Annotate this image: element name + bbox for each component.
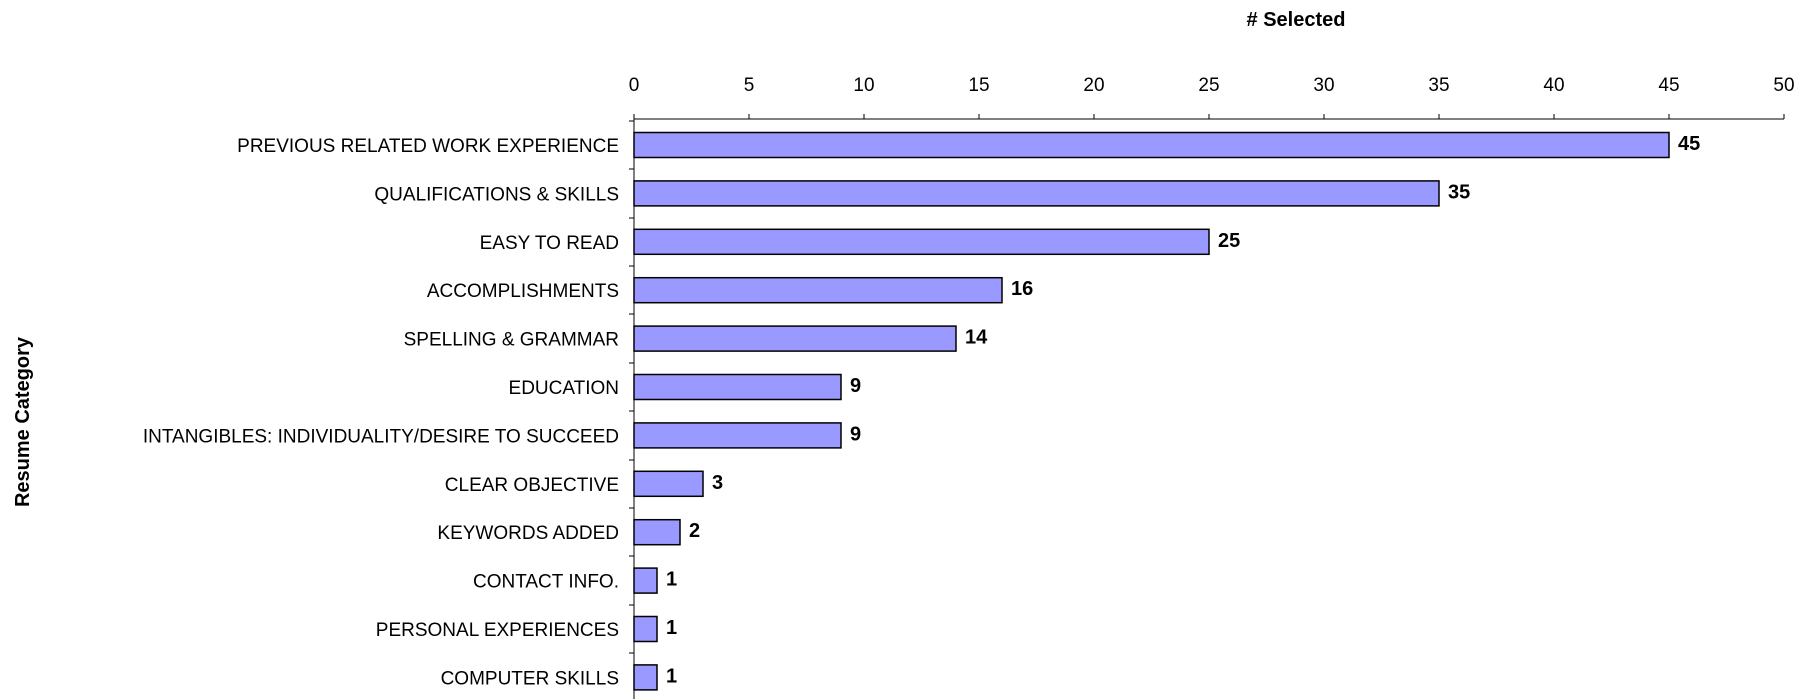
x-tick-label: 0 (629, 75, 640, 96)
category-label: EDUCATION (509, 378, 619, 399)
plot-area: 0 5 10 15 20 25 30 35 40 45 50 PREVIOUS RELATED WOR… (143, 75, 1795, 699)
category-label: KEYWORDS ADDED (437, 523, 619, 544)
category-label: INTANGIBLES: INDIVIDUALITY/DESIRE TO SUC… (143, 426, 619, 447)
category-label: ACCOMPLISHMENTS (427, 281, 619, 302)
x-tick-label: 5 (744, 75, 755, 96)
data-label: 16 (1011, 278, 1033, 300)
category-label: EASY TO READ (480, 233, 619, 254)
data-label: 1 (666, 665, 677, 687)
bar (633, 470, 704, 498)
bar (633, 664, 658, 691)
data-label: 14 (965, 327, 988, 349)
data-label: 35 (1448, 181, 1470, 203)
bar (633, 422, 842, 449)
category-label: CLEAR OBJECTIVE (445, 475, 619, 496)
bar (633, 615, 658, 643)
data-label: 9 (850, 375, 861, 397)
data-label: 1 (666, 617, 677, 639)
bar (633, 373, 842, 401)
data-label: 1 (666, 569, 677, 591)
category-label: PREVIOUS RELATED WORK EXPERIENCE (237, 136, 619, 157)
x-tick-label: 35 (1428, 75, 1449, 96)
bar (633, 276, 1003, 304)
bar (633, 180, 1440, 207)
category-label: COMPUTER SKILLS (441, 668, 619, 689)
data-label: 25 (1218, 230, 1240, 252)
bar (633, 567, 658, 594)
y-axis-title: Resume Category (12, 336, 34, 507)
category-label: PERSONAL EXPERIENCES (376, 620, 619, 641)
x-tick-label: 20 (1083, 75, 1104, 96)
category-label: QUALIFICATIONS & SKILLS (374, 184, 619, 205)
x-tick-label: 45 (1658, 75, 1679, 96)
x-tick-label: 40 (1543, 75, 1564, 96)
data-label: 9 (850, 423, 861, 445)
bar (633, 228, 1210, 256)
x-tick-label: 50 (1773, 75, 1794, 96)
data-label: 2 (689, 520, 700, 542)
x-tick-label: 15 (968, 75, 989, 96)
x-tick-label: 25 (1198, 75, 1219, 96)
x-tick-label: 30 (1313, 75, 1334, 96)
bar (633, 131, 1670, 159)
x-axis-title: # Selected (1247, 9, 1346, 31)
data-label: 3 (712, 472, 723, 494)
x-tick-label: 10 (853, 75, 874, 96)
category-label: SPELLING & GRAMMAR (404, 330, 619, 351)
bar (633, 325, 957, 352)
category-label: CONTACT INFO. (473, 572, 619, 593)
data-label: 45 (1678, 133, 1700, 155)
bar (633, 518, 681, 546)
